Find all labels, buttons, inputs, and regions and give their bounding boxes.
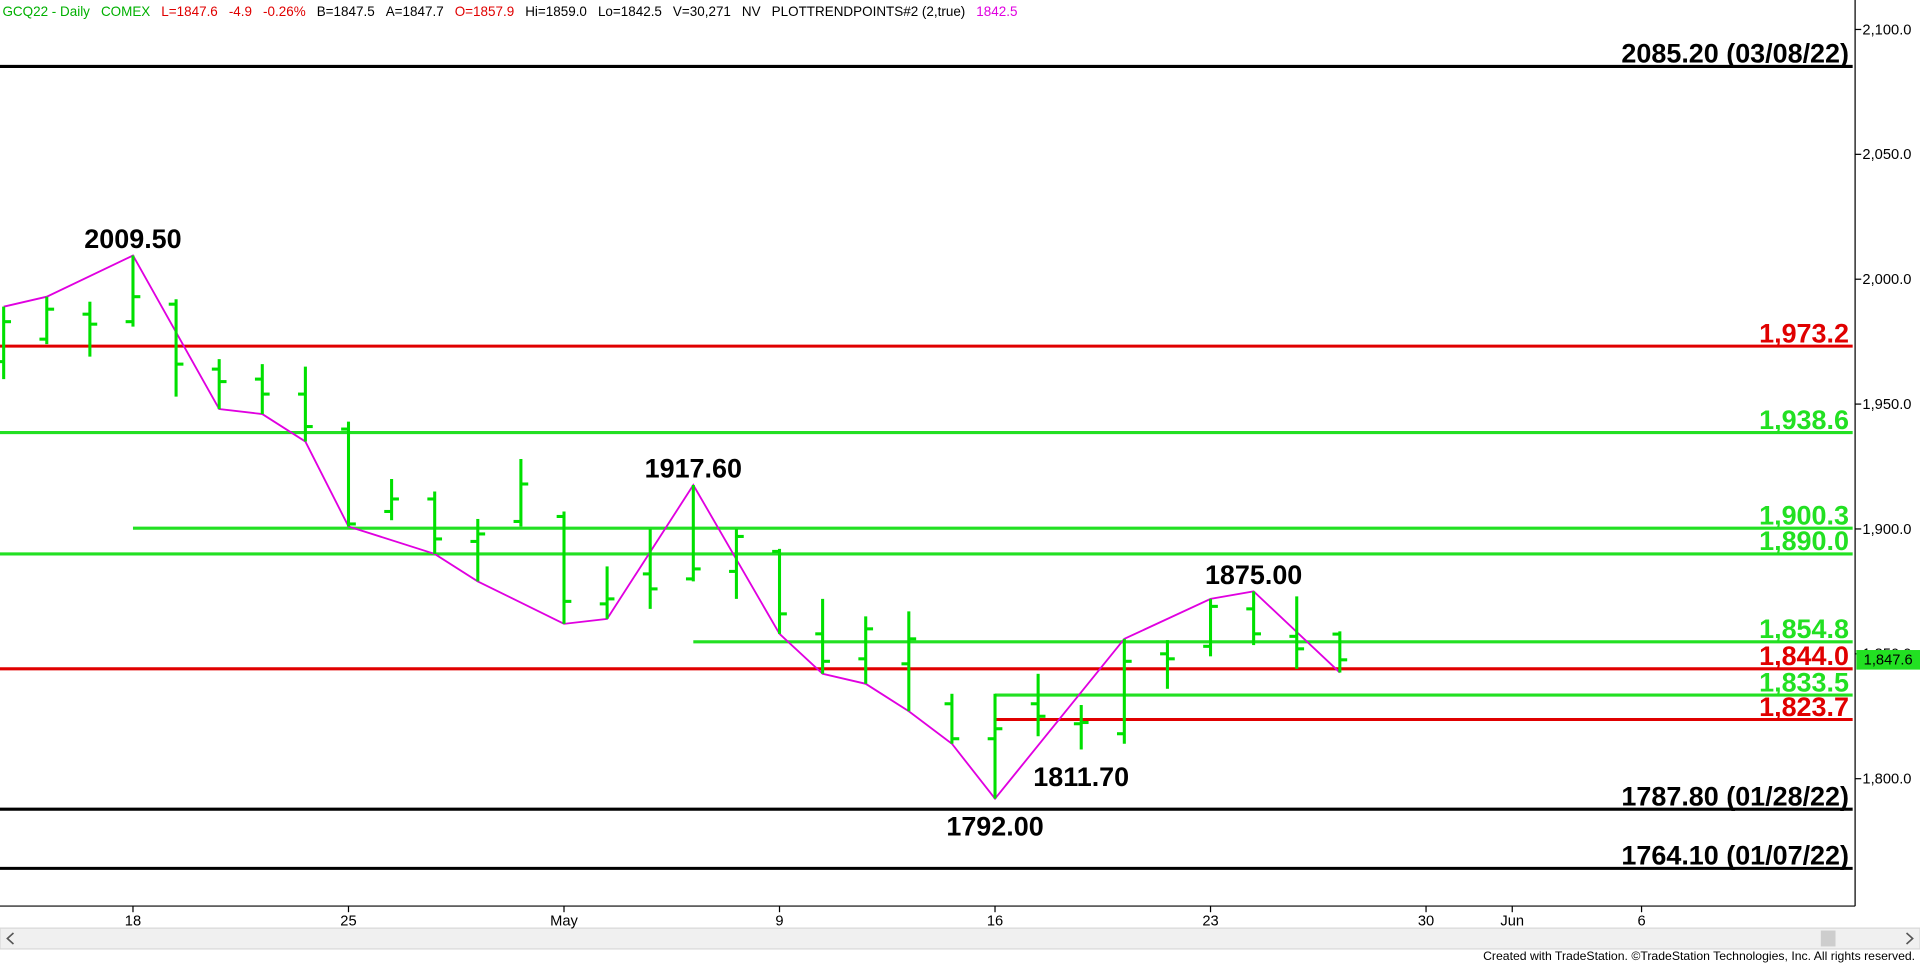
header-field: GCQ22 - Daily	[2, 4, 90, 19]
header-field: -0.26%	[263, 4, 306, 19]
header-field: A=1847.7	[386, 4, 444, 19]
level-label: 1,833.5	[1759, 667, 1849, 697]
level-label: 2085.20 (03/08/22)	[1621, 39, 1849, 69]
header-field: Hi=1859.0	[525, 4, 587, 19]
header-field: Lo=1842.5	[598, 4, 662, 19]
y-tick-label: 2,000.0	[1862, 272, 1911, 288]
level-label: 1764.10 (01/07/22)	[1621, 841, 1849, 871]
x-tick-label: 25	[340, 914, 356, 930]
scroll-thumb[interactable]	[1820, 930, 1836, 947]
pivot-label: 1811.70	[1033, 762, 1129, 792]
y-tick-label: 2,100.0	[1862, 22, 1911, 38]
header-field: PLOTTRENDPOINTS#2 (2,true)	[772, 4, 966, 19]
header-field: 1842.5	[976, 4, 1017, 19]
header-field: COMEX	[101, 4, 150, 19]
header-field: B=1847.5	[317, 4, 375, 19]
scroll-left-arrow[interactable]	[6, 932, 15, 945]
header-field: -4.9	[229, 4, 252, 19]
level-label: 1787.80 (01/28/22)	[1621, 781, 1849, 811]
level-label: 1,973.2	[1759, 318, 1849, 348]
header-field: NV	[742, 4, 761, 19]
x-tick-label: 30	[1418, 914, 1434, 930]
level-label: 1,854.8	[1759, 614, 1849, 644]
pivot-label: 1792.00	[946, 811, 1043, 841]
footer: Created with TradeStation. ©TradeStation…	[1483, 949, 1915, 963]
y-tick-label: 1,900.0	[1862, 522, 1911, 538]
header-field: L=1847.6	[161, 4, 218, 19]
last-price-box	[1856, 650, 1920, 670]
x-tick-label: 6	[1637, 914, 1645, 930]
y-tick-label: 2,050.0	[1862, 147, 1911, 163]
last-price-label: 1,847.6	[1864, 653, 1913, 669]
x-tick-label: 9	[775, 914, 783, 930]
header: GCQ22 - Daily COMEX L=1847.6 -4.9 -0.26% B=18…	[2, 4, 1017, 19]
level-label: 1,844.0	[1759, 641, 1849, 671]
header-field: V=30,271	[673, 4, 731, 19]
pivot-label: 1917.60	[645, 454, 742, 484]
header-field: O=1857.9	[455, 4, 514, 19]
x-tick-label: 18	[125, 914, 141, 930]
level-label: 1,890.0	[1759, 526, 1849, 556]
x-tick-label: May	[550, 914, 578, 930]
pivot-label: 2009.50	[84, 224, 181, 254]
scroll-right-arrow[interactable]	[1905, 932, 1914, 945]
x-tick-label: 23	[1202, 914, 1218, 930]
pivot-label: 1875.00	[1205, 560, 1302, 590]
level-label: 1,823.7	[1759, 692, 1849, 722]
level-label: 1,900.3	[1759, 501, 1849, 531]
y-tick-label: 1,800.0	[1862, 772, 1911, 788]
scrollbar[interactable]	[0, 927, 1920, 950]
x-tick-label: Jun	[1500, 914, 1524, 930]
y-tick-label: 1,950.0	[1862, 397, 1911, 413]
x-tick-label: 16	[987, 914, 1003, 930]
level-label: 1,938.6	[1759, 405, 1849, 435]
